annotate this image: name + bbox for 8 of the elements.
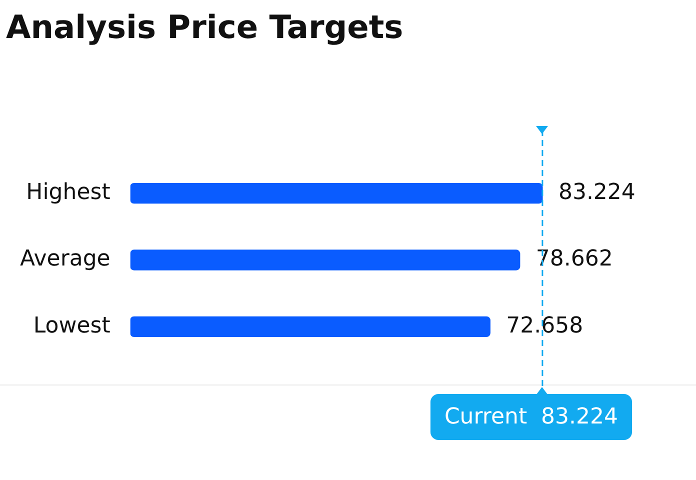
data-label: 72.658 — [506, 313, 584, 338]
chart-title: Analysis Price Targets — [6, 8, 404, 46]
y-tick-label: Highest — [26, 180, 111, 206]
y-tick-label: Lowest — [33, 313, 111, 338]
data-label: 78.662 — [536, 246, 613, 272]
y-tick-label: Average — [20, 246, 110, 272]
data-label: 83.224 — [558, 180, 636, 206]
ref-line-label: Current 83.224 — [444, 404, 618, 430]
